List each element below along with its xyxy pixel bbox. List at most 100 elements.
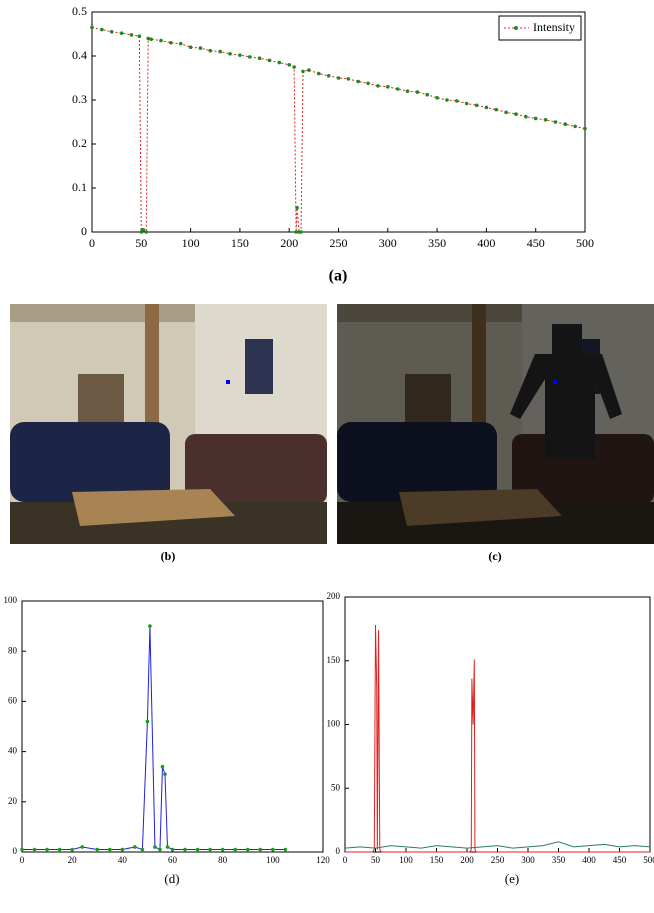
series-line	[345, 842, 650, 848]
data-point	[307, 68, 311, 72]
x-tick-label: 350	[552, 855, 566, 865]
data-point	[455, 99, 459, 103]
data-point	[209, 49, 213, 53]
plot-frame	[22, 601, 323, 852]
data-point	[445, 98, 449, 102]
data-point	[199, 46, 203, 50]
data-point	[396, 87, 400, 91]
data-point	[153, 845, 157, 849]
data-point	[475, 103, 479, 107]
x-tick-label: 200	[460, 855, 474, 865]
y-tick-label: 150	[327, 655, 341, 665]
data-point	[138, 34, 142, 38]
data-point	[465, 102, 469, 106]
data-point	[563, 122, 567, 126]
photo-b	[10, 304, 327, 544]
series-line	[22, 626, 285, 849]
data-point	[258, 848, 262, 852]
data-point	[218, 50, 222, 54]
x-tick-label: 100	[399, 855, 413, 865]
y-tick-label: 0	[336, 846, 341, 856]
x-tick-label: 500	[643, 855, 654, 865]
chart-caption: (a)	[329, 268, 348, 285]
data-point	[504, 111, 508, 115]
y-tick-label: 100	[327, 719, 341, 729]
data-point	[158, 848, 162, 852]
chart-caption: (d)	[164, 871, 179, 886]
data-point	[166, 845, 170, 849]
data-point	[144, 230, 148, 234]
data-point	[295, 206, 299, 210]
data-point	[20, 848, 24, 852]
series-line	[92, 27, 585, 232]
x-tick-label: 400	[477, 236, 495, 250]
plot-frame	[92, 12, 585, 232]
x-tick-label: 100	[182, 236, 200, 250]
y-tick-label: 20	[8, 796, 18, 806]
data-point	[287, 63, 291, 67]
data-point	[149, 37, 153, 41]
data-point	[95, 848, 99, 852]
x-tick-label: 250	[330, 236, 348, 250]
y-tick-label: 60	[8, 695, 18, 705]
data-point	[317, 72, 321, 76]
data-point	[544, 118, 548, 122]
data-point	[141, 848, 145, 852]
x-tick-label: 120	[316, 855, 330, 865]
data-point	[524, 115, 528, 119]
x-tick-label: 0	[89, 236, 95, 250]
x-tick-label: 200	[280, 236, 298, 250]
data-point	[494, 108, 498, 112]
data-point	[435, 96, 439, 100]
data-point	[208, 848, 212, 852]
x-tick-label: 40	[118, 855, 128, 865]
data-point	[278, 61, 282, 65]
data-point	[110, 30, 114, 34]
data-point	[583, 127, 587, 131]
data-point	[161, 765, 165, 769]
data-point	[121, 848, 125, 852]
y-tick-label: 50	[331, 782, 341, 792]
y-tick-label: 0	[13, 846, 18, 856]
x-tick-label: 300	[379, 236, 397, 250]
legend-marker	[514, 26, 518, 30]
data-point	[80, 845, 84, 849]
x-tick-label: 250	[491, 855, 505, 865]
chart-caption: (e)	[505, 871, 519, 886]
x-tick-label: 50	[371, 855, 381, 865]
x-tick-label: 80	[218, 855, 228, 865]
x-tick-label: 150	[430, 855, 444, 865]
data-point	[189, 45, 193, 49]
data-point	[179, 42, 183, 46]
data-point	[221, 848, 225, 852]
data-point	[573, 125, 577, 129]
data-point	[356, 80, 360, 84]
data-point	[248, 55, 252, 59]
data-point	[268, 59, 272, 63]
data-point	[258, 56, 262, 60]
data-point	[347, 77, 351, 81]
y-tick-label: 0.3	[72, 92, 87, 106]
data-point	[416, 90, 420, 94]
y-tick-label: 0.1	[72, 180, 87, 194]
data-point	[33, 848, 37, 852]
data-point	[130, 33, 134, 37]
x-tick-label: 0	[20, 855, 25, 865]
image-caption: (c)	[488, 549, 501, 563]
data-point	[163, 772, 167, 776]
plot-frame	[345, 597, 650, 852]
x-tick-label: 100	[266, 855, 280, 865]
data-point	[327, 74, 331, 78]
y-tick-label: 0	[81, 224, 87, 238]
data-point	[171, 848, 175, 852]
data-point	[108, 848, 112, 852]
x-tick-label: 0	[343, 855, 348, 865]
photo-c	[337, 304, 654, 544]
data-point	[133, 845, 137, 849]
data-point	[228, 52, 232, 56]
data-point	[58, 848, 62, 852]
data-point	[485, 106, 489, 110]
data-point	[337, 76, 341, 80]
